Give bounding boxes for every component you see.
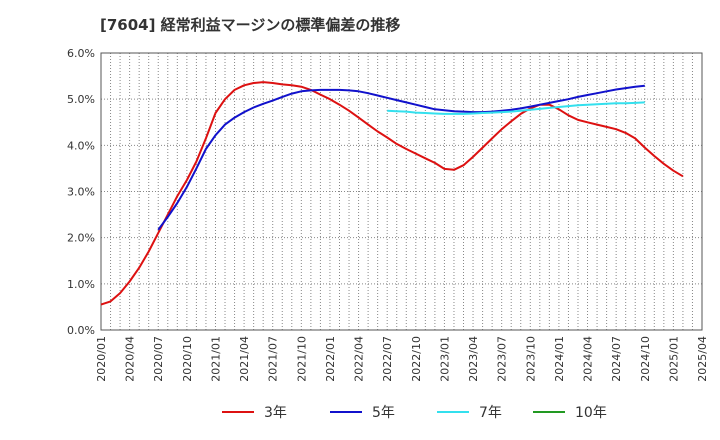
- plot-area: [100, 81, 684, 306]
- x-tick-label: 2022/10: [410, 336, 423, 382]
- y-tick-label: 6.0%: [67, 47, 95, 60]
- x-tick-label: 2023/04: [467, 336, 480, 382]
- grid: [100, 52, 703, 331]
- x-tick-label: 2025/04: [696, 336, 709, 382]
- x-tick-label: 2025/01: [667, 336, 680, 382]
- series-line-2: [387, 101, 645, 115]
- x-tick-label: 2021/10: [295, 336, 308, 382]
- series-line-0: [100, 81, 684, 306]
- x-tick-label: 2022/07: [381, 336, 394, 382]
- y-tick-label: 2.0%: [67, 232, 95, 245]
- x-tick-label: 2022/01: [324, 336, 337, 382]
- legend-label-2: 7年: [479, 405, 502, 421]
- x-tick-label: 2022/04: [353, 336, 366, 382]
- y-tick-label: 4.0%: [67, 139, 95, 152]
- legend: 3年 5年 7年 10年: [222, 405, 607, 421]
- chart-title: [7604] 経常利益マージンの標準偏差の推移: [100, 16, 401, 34]
- x-tick-label: 2021/04: [238, 336, 251, 382]
- x-tick-label: 2020/10: [181, 336, 194, 382]
- x-tick-label: 2020/07: [152, 336, 165, 382]
- legend-label-3: 10年: [575, 405, 607, 421]
- x-tick-label: 2021/01: [209, 336, 222, 382]
- y-tick-label: 3.0%: [67, 186, 95, 199]
- x-tick-label: 2021/07: [267, 336, 280, 382]
- legend-label-1: 5年: [372, 405, 395, 421]
- x-tick-label: 2024/07: [610, 336, 623, 382]
- x-tick-label: 2024/04: [582, 336, 595, 382]
- y-tick-label: 0.0%: [67, 324, 95, 337]
- series-line-1: [157, 84, 645, 231]
- x-tick-label: 2023/07: [496, 336, 509, 382]
- x-tick-label: 2020/04: [124, 336, 137, 382]
- y-tick-label: 5.0%: [67, 93, 95, 106]
- axes: 0.0% 1.0% 2.0% 3.0% 4.0% 5.0% 6.0% 2020/01 2020/…: [67, 47, 709, 382]
- x-tick-label: 2023/10: [524, 336, 537, 382]
- x-tick-label: 2024/10: [639, 336, 652, 382]
- x-tick-label: 2024/01: [553, 336, 566, 382]
- legend-label-0: 3年: [264, 405, 287, 421]
- plot-border: [100, 52, 703, 331]
- x-tick-label: 2023/01: [438, 336, 451, 382]
- y-tick-label: 1.0%: [67, 278, 95, 291]
- x-tick-label: 2020/01: [95, 336, 108, 382]
